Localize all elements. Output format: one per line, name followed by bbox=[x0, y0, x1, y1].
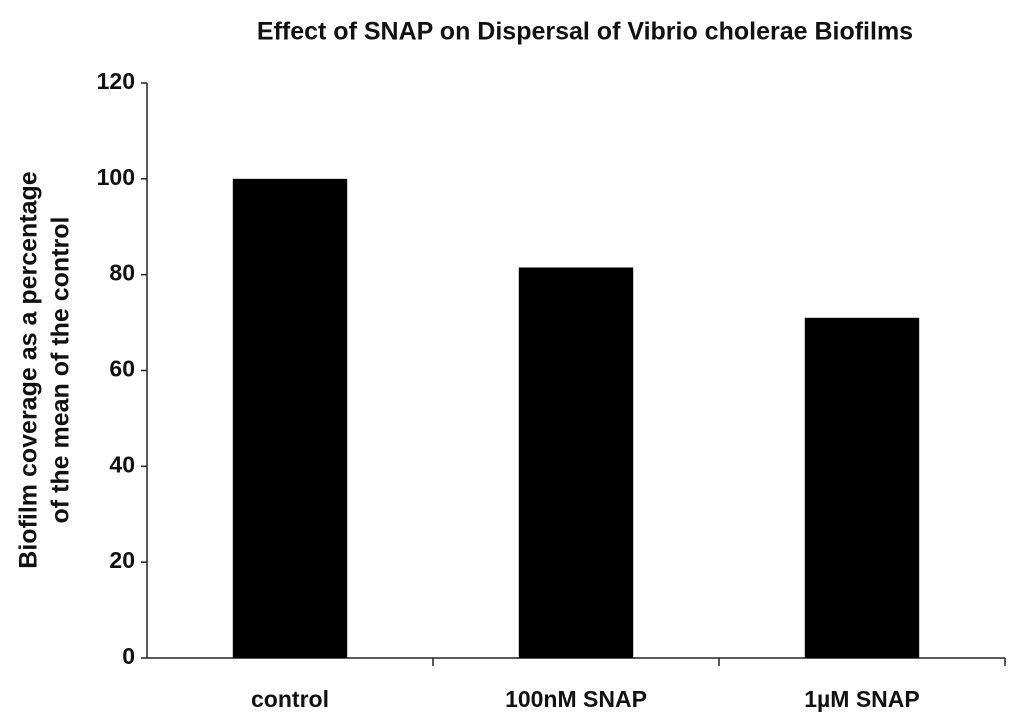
bar bbox=[518, 267, 634, 658]
x-tick-label: 1µM SNAP bbox=[804, 686, 920, 712]
y-tick-label: 40 bbox=[109, 451, 135, 477]
bar bbox=[804, 317, 920, 658]
chart-title: Effect of SNAP on Dispersal of Vibrio ch… bbox=[257, 18, 913, 46]
y-tick-label: 100 bbox=[97, 164, 135, 190]
y-tick-label: 80 bbox=[109, 260, 135, 286]
y-axis-label: Biofilm coverage as a percentage bbox=[15, 171, 43, 568]
y-tick-label: 0 bbox=[122, 643, 135, 669]
y-tick-label: 60 bbox=[109, 356, 135, 382]
x-tick-label: 100nM SNAP bbox=[505, 686, 647, 712]
bar bbox=[232, 178, 348, 659]
y-tick-label: 120 bbox=[97, 68, 135, 94]
x-tick-label: control bbox=[251, 686, 329, 712]
y-tick-label: 20 bbox=[109, 547, 135, 573]
y-axis-label: of the mean of the control bbox=[47, 217, 75, 524]
